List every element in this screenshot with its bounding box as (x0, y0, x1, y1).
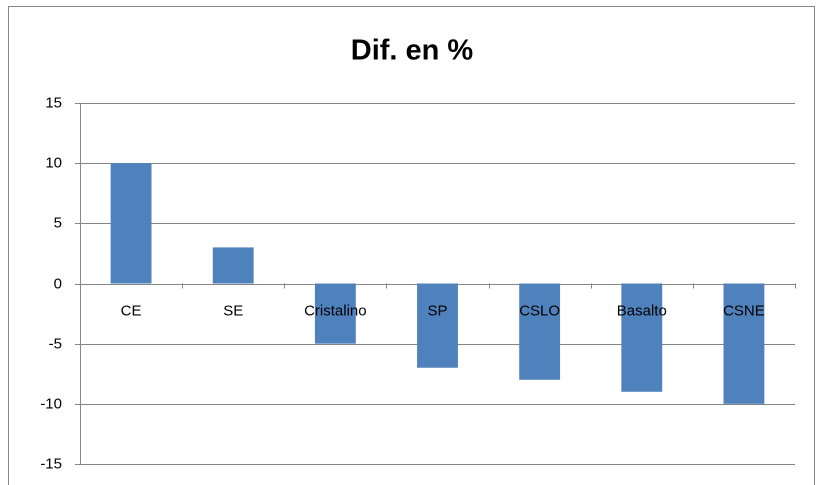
x-tick-label: SE (223, 302, 243, 319)
x-tick-label: CE (121, 302, 142, 319)
x-tick-label: Basalto (617, 302, 667, 319)
x-tick-label: SP (427, 302, 447, 319)
x-tick-label: CSNE (723, 302, 765, 319)
x-tick-label: Cristalino (304, 302, 367, 319)
y-tick-label: 5 (54, 214, 62, 231)
y-tick-label: 15 (45, 94, 62, 111)
y-tick-label: 0 (54, 275, 62, 292)
bar (314, 283, 356, 344)
y-tick-label: -10 (40, 395, 62, 412)
bar (519, 283, 561, 380)
bar (212, 247, 254, 284)
bar (723, 283, 765, 404)
chart-title: Dif. en % (351, 35, 474, 67)
y-tick-label: 10 (45, 154, 62, 171)
bar (417, 283, 458, 368)
bar (621, 283, 663, 392)
y-tick-label: -5 (49, 335, 62, 352)
bar (110, 163, 152, 284)
x-tick-label: CSLO (519, 302, 560, 319)
y-tick-label: -15 (40, 455, 62, 472)
